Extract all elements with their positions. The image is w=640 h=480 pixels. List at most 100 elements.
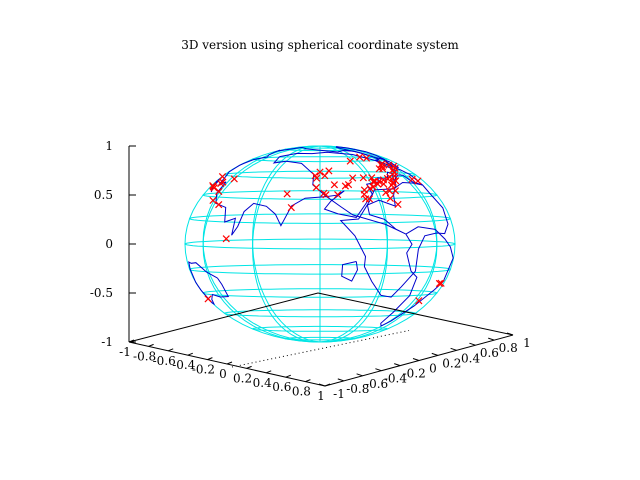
x-axis-tick-label: -1 [119, 345, 131, 359]
location-marker [204, 295, 212, 303]
x-axis-tick-label: 0 [219, 367, 227, 381]
location-marker [209, 196, 217, 205]
location-marker [283, 190, 291, 198]
y-axis-tick-label: 0 [429, 362, 437, 376]
location-marker [362, 154, 371, 162]
x-axis-tick [246, 365, 252, 369]
location-marker [346, 157, 354, 165]
coastline-path [272, 151, 407, 235]
y-axis-tick-label: -0.2 [403, 367, 426, 381]
location-marker [313, 174, 321, 182]
location-marker [435, 279, 444, 288]
location-marker [222, 235, 230, 243]
x-axis-tick-label: 0.4 [253, 376, 272, 390]
x-axis-tick [226, 361, 233, 365]
y-axis-tick [375, 368, 382, 372]
location-marker [414, 177, 422, 185]
graticule-longitude-line [251, 145, 321, 343]
x-axis-tick-label: 1 [317, 389, 325, 403]
coastline-path [341, 261, 359, 282]
y-axis-tick [506, 332, 514, 336]
z-axis-tick-label: 0.5 [94, 188, 113, 202]
x-axis-tick-label: -0.6 [153, 354, 176, 368]
y-axis-tick-label: -0.4 [384, 372, 408, 386]
coastline-path [215, 146, 423, 236]
graticule-longitude-line [184, 145, 321, 343]
base-right-edge [317, 292, 514, 336]
graticule-longitude-line [319, 145, 456, 343]
x-axis-tick [168, 348, 174, 352]
x-axis-tick [187, 352, 193, 356]
x-axis-tick-label: -0.4 [172, 358, 196, 372]
x-axis-tick [285, 374, 291, 378]
y-axis-tick-label: -0.6 [365, 377, 388, 391]
y-axis-tick [356, 373, 363, 377]
coastline-path [339, 181, 449, 298]
location-marker [287, 203, 295, 212]
location-marker [391, 187, 400, 195]
location-marker [390, 168, 398, 177]
x-axis-tick-label: 0.2 [233, 371, 252, 385]
location-marker [415, 297, 423, 305]
location-marker [366, 184, 374, 192]
z-axis-tick-label: 0 [105, 237, 113, 251]
y-axis-tick [469, 342, 476, 346]
base-back-edge [128, 292, 319, 343]
location-marker [386, 194, 394, 203]
graticule-longitude-line [319, 145, 438, 343]
location-marker [215, 200, 223, 209]
location-marker [378, 163, 387, 171]
y-axis-tick [431, 352, 438, 356]
location-marker [385, 187, 394, 195]
location-marker [374, 180, 382, 188]
location-marker [215, 187, 223, 196]
z-axis-tick-label: -1 [101, 335, 113, 349]
x-axis-tick [148, 343, 154, 347]
y-axis-tick [318, 383, 326, 387]
x-axis-tick-label: 0.6 [272, 380, 291, 394]
location-marker [383, 174, 392, 183]
location-marker [356, 153, 364, 161]
y-axis-tick-label: 0.6 [480, 346, 499, 360]
graticule-longitude-line [319, 145, 438, 343]
y-axis-tick [488, 337, 495, 341]
location-marker [359, 174, 367, 182]
x-axis-tick-label: -0.8 [133, 349, 156, 363]
axes: 10.50-0.5-1-1 -0.8-0.6-0.4-0.2 0 0.2 0.4 0.6 0… [90, 139, 531, 403]
z-axis-tick-label: 1 [105, 139, 113, 153]
y-axis-tick-label: 0.2 [442, 356, 461, 370]
chart-title: 3D version using spherical coordinate sy… [181, 38, 459, 52]
graticule-longitude-line [319, 145, 389, 343]
location-marker [437, 279, 445, 287]
location-marker [379, 165, 387, 173]
location-marker [394, 200, 402, 209]
y-axis-tick-label: -0.8 [346, 382, 369, 396]
x-axis-tick-label: 0.8 [292, 385, 311, 399]
x-axis-tick [266, 370, 272, 374]
graticule-longitude-line [251, 145, 321, 343]
location-marker [382, 188, 390, 197]
y-axis-tick [412, 358, 420, 361]
location-marker [344, 180, 353, 189]
location-marker [334, 191, 342, 199]
x-axis-tick [324, 383, 331, 387]
y-axis-tick [337, 378, 344, 382]
location-marker [380, 180, 388, 188]
location-marker [210, 184, 218, 192]
location-marker [349, 174, 357, 182]
x-axis-tick [207, 357, 213, 361]
location-marker [325, 167, 333, 175]
y-axis-tick-label: 0.8 [499, 341, 518, 355]
y-axis-tick-label: 1 [523, 336, 531, 350]
coastline-path [335, 146, 386, 161]
location-marker [312, 183, 320, 192]
location-marker [218, 172, 227, 181]
location-marker [322, 191, 330, 199]
location-markers [204, 153, 445, 305]
y-axis-tick-label: -1 [333, 387, 345, 401]
x-axis-tick-label: -0.2 [192, 363, 215, 377]
location-marker [219, 178, 227, 186]
z-axis-tick-label: -0.5 [90, 286, 113, 300]
y-axis-tick [394, 363, 401, 367]
